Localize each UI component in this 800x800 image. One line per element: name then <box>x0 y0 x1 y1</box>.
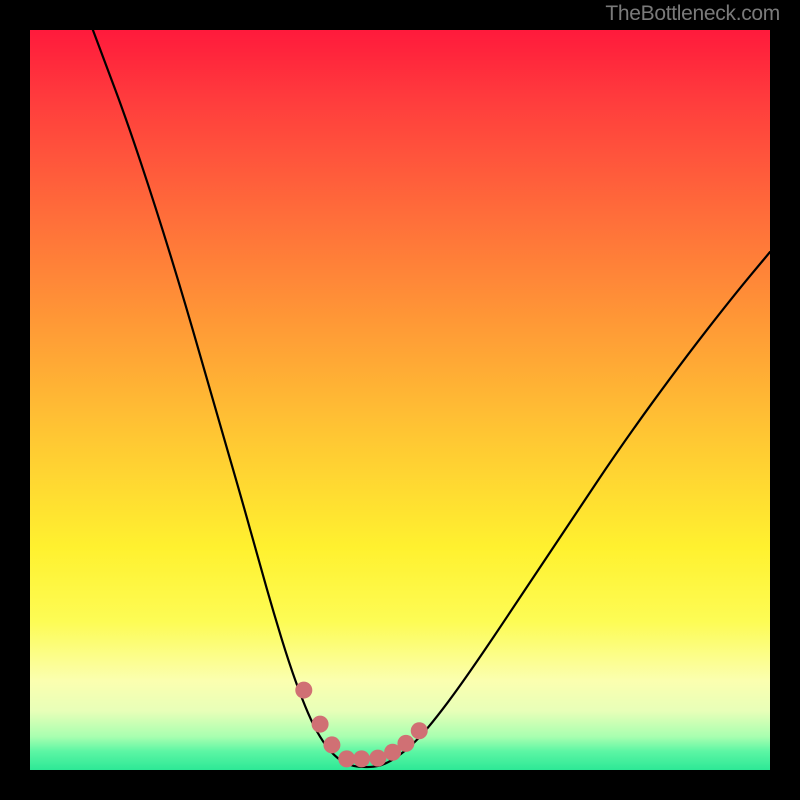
chart-plot-area <box>30 30 770 770</box>
attribution-watermark: TheBottleneck.com <box>605 2 780 26</box>
chart-svg <box>30 30 770 770</box>
data-marker <box>338 750 355 767</box>
gradient-background <box>30 30 770 770</box>
data-marker <box>411 722 428 739</box>
data-marker <box>369 750 386 767</box>
data-marker <box>312 716 329 733</box>
data-marker <box>353 750 370 767</box>
data-marker <box>295 682 312 699</box>
data-marker <box>323 736 340 753</box>
data-marker <box>397 735 414 752</box>
